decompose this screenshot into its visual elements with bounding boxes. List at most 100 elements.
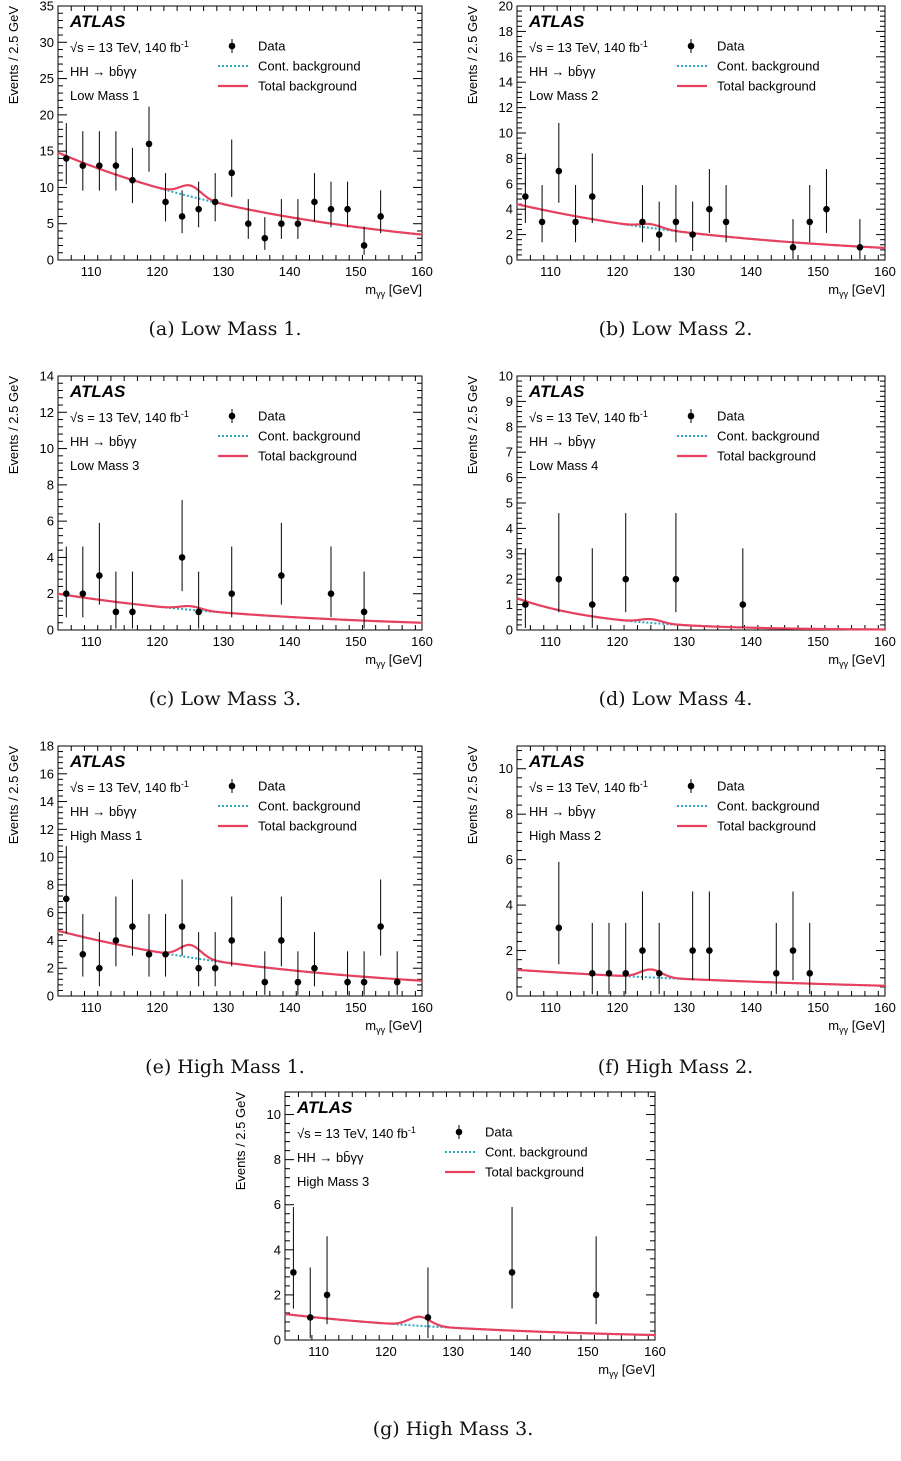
data-point [211, 198, 219, 206]
data-point [96, 572, 103, 579]
y-tick-label: 14 [40, 794, 54, 809]
total-background-curve [57, 151, 423, 236]
data-point [290, 1269, 297, 1276]
data-point [377, 213, 384, 220]
y-tick-label: 5 [47, 216, 54, 231]
data-point [655, 231, 663, 238]
legend-total-label: Total background [485, 1165, 584, 1180]
x-tick-label: 160 [874, 264, 896, 279]
data-point [706, 205, 713, 213]
y-tick-label: 25 [40, 71, 54, 86]
y-tick-label: 16 [40, 766, 54, 781]
chart-svg: 0 2 4 6 8 10 110 120 130 140 150 160 Events / 2.5 Ge… [465, 745, 896, 1035]
data-point [195, 205, 202, 213]
x-tick-label: 150 [807, 1000, 829, 1015]
data-point [588, 601, 596, 608]
data-point [278, 937, 285, 944]
y-tick-label: 0 [47, 989, 54, 1004]
data-point [195, 964, 202, 972]
data-point [605, 969, 613, 977]
category-label: Low Mass 1 [70, 88, 139, 103]
data-point [162, 198, 169, 206]
y-tick-label: 16 [499, 49, 513, 64]
energy-lumi-label: √s = 13 TeV, 140 fb-1 [70, 409, 189, 425]
plot-panel-high-mass-2: 0 2 4 6 8 10 110 120 130 140 150 160 Events / 2.5 Ge… [450, 738, 901, 1038]
total-background-curve [57, 592, 423, 624]
x-tick-label: 160 [874, 634, 896, 649]
atlas-label: ATLAS [69, 752, 126, 771]
energy-lumi-label: √s = 13 TeV, 140 fb-1 [529, 39, 648, 55]
x-tick-label: 120 [375, 1344, 397, 1359]
energy-lumi-label: √s = 13 TeV, 140 fb-1 [529, 779, 648, 795]
plot-panel-low-mass-1: 0 5 10 15 20 25 30 35 110 120 130 140 150 160 Events /… [0, 0, 450, 299]
data-point [79, 951, 87, 958]
data-point [555, 924, 563, 932]
atlas-label: ATLAS [528, 382, 585, 401]
x-tick-label: 160 [644, 1344, 666, 1359]
category-label: Low Mass 3 [70, 458, 139, 473]
data-point [79, 162, 87, 169]
category-label: High Mass 3 [297, 1174, 369, 1189]
energy-lumi-label: √s = 13 TeV, 140 fb-1 [70, 779, 189, 795]
energy-lumi-label: √s = 13 TeV, 140 fb-1 [70, 39, 189, 55]
data-point [572, 218, 579, 226]
data-point [278, 572, 285, 579]
data-point [178, 554, 186, 561]
data-point [112, 608, 120, 616]
data-point [672, 218, 680, 226]
data-point [655, 969, 663, 977]
plot-panel-low-mass-4: 0 1 2 3 4 5 6 7 8 9 10 110 120 130 140 150 160 Events / 2… [450, 368, 901, 670]
data-point [377, 923, 384, 930]
data-point [96, 162, 103, 169]
y-axis-label: Events / 2.5 GeV [465, 746, 480, 845]
y-tick-label: 8 [274, 1152, 281, 1167]
data-point [261, 234, 269, 242]
data-point [508, 1269, 516, 1276]
x-tick-label: 140 [510, 1344, 532, 1359]
y-tick-label: 0 [47, 253, 54, 268]
atlas-label: ATLAS [69, 12, 126, 31]
legend-data-marker [687, 412, 695, 420]
process-label: HH → bb̄γγ [529, 434, 596, 449]
data-point [639, 218, 646, 226]
y-tick-label: 15 [40, 144, 54, 159]
data-point [228, 169, 236, 177]
data-point [294, 978, 302, 986]
caption-c: (c) Low Mass 3. [148, 688, 302, 710]
legend-cont-label: Cont. background [717, 59, 820, 74]
x-tick-label: 120 [146, 1000, 168, 1015]
atlas-label: ATLAS [528, 752, 585, 771]
data-point [79, 590, 87, 598]
data-point [195, 608, 202, 616]
legend-cont-label: Cont. background [258, 59, 361, 74]
y-tick-label: 0 [506, 253, 513, 268]
x-tick-label: 150 [807, 634, 829, 649]
data-point [228, 590, 236, 598]
legend-data-marker [228, 782, 236, 790]
cont-background-curve [57, 592, 423, 624]
y-tick-label: 1 [506, 597, 513, 612]
data-point [62, 590, 70, 598]
x-tick-label: 130 [673, 1000, 695, 1015]
total-background-curve [284, 1312, 656, 1337]
data-point [522, 601, 529, 608]
data-point [344, 205, 351, 213]
data-point [555, 167, 563, 175]
plot-panel-low-mass-2: 0 2 4 6 8 10 12 14 16 18 20 110 120 130 140 150 160 Event… [450, 0, 901, 299]
caption-f: (f) High Mass 2. [597, 1056, 754, 1078]
x-tick-label: 110 [81, 1000, 102, 1015]
data-point [622, 575, 630, 583]
chart-svg: 0 2 4 6 8 10 12 14 16 18 110 120 130 140 150 160 Events … [6, 739, 433, 1036]
plot-panel-high-mass-1: 0 2 4 6 8 10 12 14 16 18 110 120 130 140 150 160 Events … [0, 738, 450, 1038]
data-point [789, 947, 797, 954]
y-tick-label: 4 [506, 202, 513, 217]
data-point [178, 923, 186, 930]
data-point [722, 218, 730, 226]
legend-cont-label: Cont. background [485, 1145, 588, 1160]
legend-total-label: Total background [717, 819, 816, 834]
plot-frame [516, 745, 886, 997]
caption-a: (a) Low Mass 1. [148, 318, 302, 340]
legend-data-label: Data [258, 409, 286, 424]
data-point [112, 162, 120, 169]
y-tick-label: 10 [499, 761, 513, 776]
